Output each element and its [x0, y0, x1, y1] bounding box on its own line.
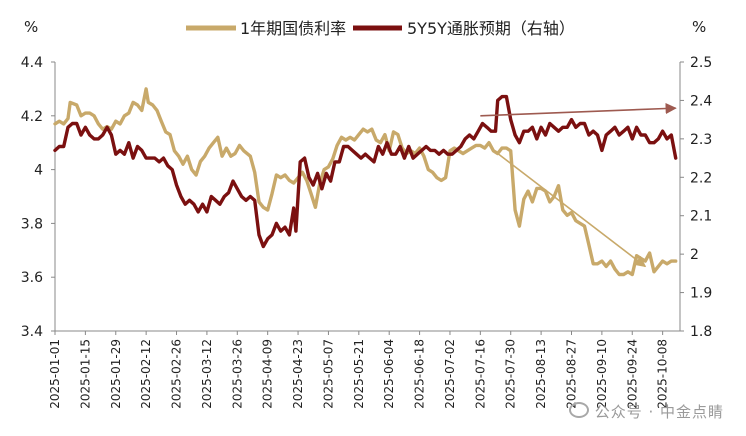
left-tick-label: 3.8	[21, 216, 43, 232]
right-axis-unit: %	[692, 18, 706, 36]
x-tick-label: 2025-03-12	[200, 339, 214, 409]
x-tick-label: 2025-09-10	[595, 339, 609, 409]
right-tick-label: 2.1	[690, 209, 712, 225]
legend: 1年期国债利率 5Y5Y通胀预期（右轴）	[186, 19, 575, 38]
x-tick-label: 2025-08-13	[534, 339, 548, 409]
left-tick-label: 4.2	[21, 109, 43, 125]
x-tick-label: 2025-03-26	[230, 339, 244, 409]
right-tick-label: 2	[690, 247, 699, 263]
x-tick-label: 2025-02-12	[139, 339, 153, 409]
x-tick-label: 2025-04-23	[291, 339, 305, 409]
series-layer	[53, 87, 678, 277]
series-line-yield	[53, 87, 678, 277]
left-tick-label: 4.4	[21, 55, 43, 71]
x-axis-ticks: 2025-01-01 2025-01-15 2025-01-29 2025-02-12…	[48, 331, 670, 409]
wechat-icon	[568, 402, 589, 418]
legend-label-inflation: 5Y5Y通胀预期（右轴）	[407, 19, 575, 38]
x-tick-label: 2025-05-21	[352, 339, 366, 409]
x-tick-label: 2025-07-02	[443, 339, 457, 409]
right-axis-ticks: 1.8 1.9 2 2.1 2.2 2.3 2.4 2.5	[680, 55, 712, 340]
x-tick-label: 2025-04-09	[261, 339, 275, 409]
right-tick-label: 2.2	[690, 170, 712, 186]
right-tick-label: 2.4	[690, 93, 712, 109]
right-tick-label: 1.8	[690, 324, 712, 340]
series-line-inflation	[53, 94, 678, 249]
right-tick-label: 2.5	[690, 55, 712, 71]
x-tick-label: 2025-06-18	[413, 339, 427, 409]
x-tick-label: 2025-01-01	[48, 339, 62, 409]
x-tick-label: 2025-07-30	[504, 339, 518, 409]
right-tick-label: 1.9	[690, 286, 712, 302]
watermark: 公众号 · 中金点睛	[568, 401, 724, 422]
left-tick-label: 4	[34, 163, 43, 179]
x-tick-label: 2025-02-26	[170, 339, 184, 409]
x-tick-label: 2025-10-08	[656, 339, 670, 409]
x-tick-label: 2025-05-07	[321, 339, 335, 409]
left-tick-label: 3.6	[21, 270, 43, 286]
left-tick-label: 3.4	[21, 324, 43, 340]
x-tick-label: 2025-01-15	[78, 339, 92, 409]
trend-arrow-inflation	[480, 102, 677, 117]
trend-arrow-yield	[497, 152, 647, 268]
left-axis-ticks: 3.4 3.6 3.8 4 4.2 4.4	[21, 55, 55, 340]
x-tick-label: 2025-01-29	[109, 339, 123, 409]
right-tick-label: 2.3	[690, 132, 712, 148]
left-axis-unit: %	[24, 18, 38, 36]
x-tick-label: 2025-08-27	[564, 339, 578, 409]
x-tick-label: 2025-06-04	[382, 339, 396, 409]
watermark-text: 公众号 · 中金点睛	[594, 403, 724, 421]
x-tick-label: 2025-07-16	[473, 339, 487, 409]
trend-arrows	[480, 102, 677, 268]
legend-label-yield: 1年期国债利率	[240, 19, 346, 38]
x-tick-label: 2025-09-24	[625, 339, 639, 409]
